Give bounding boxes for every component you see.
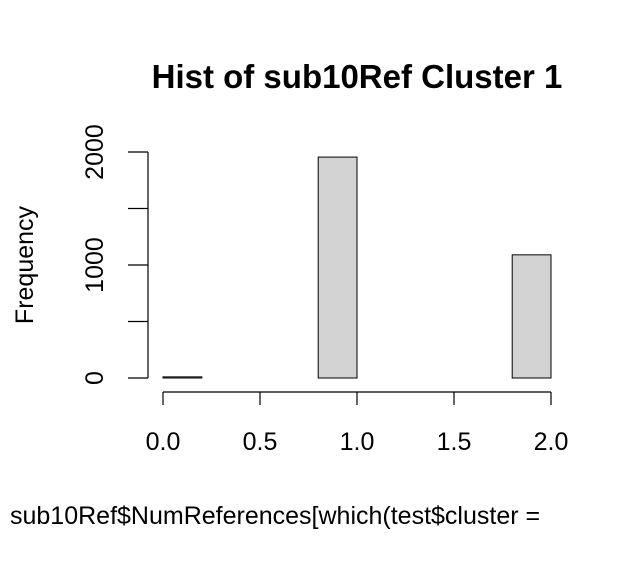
x-tick-label: 1.5 <box>437 428 472 456</box>
histogram-bar <box>511 254 552 379</box>
x-tick-label: 0.5 <box>243 428 278 456</box>
chart-title: Hist of sub10Ref Cluster 1 <box>152 58 563 95</box>
x-axis: 0.0 0.5 1.0 1.5 2.0 <box>146 391 569 456</box>
bars-group <box>162 156 552 379</box>
x-tick-label: 2.0 <box>534 428 569 456</box>
histogram-bar <box>162 376 203 379</box>
y-tick-label: 1000 <box>81 237 109 293</box>
x-axis-label: sub10Ref$NumReferences[which(test$cluste… <box>10 502 540 530</box>
histogram-bar <box>317 156 358 379</box>
y-tick-label: 2000 <box>81 124 109 180</box>
x-tick-label: 1.0 <box>340 428 375 456</box>
y-axis: 0 1000 2000 <box>81 124 149 385</box>
y-tick-label: 0 <box>81 371 109 385</box>
x-tick-label: 0.0 <box>146 428 181 456</box>
y-axis-label: Frequency <box>11 205 39 324</box>
